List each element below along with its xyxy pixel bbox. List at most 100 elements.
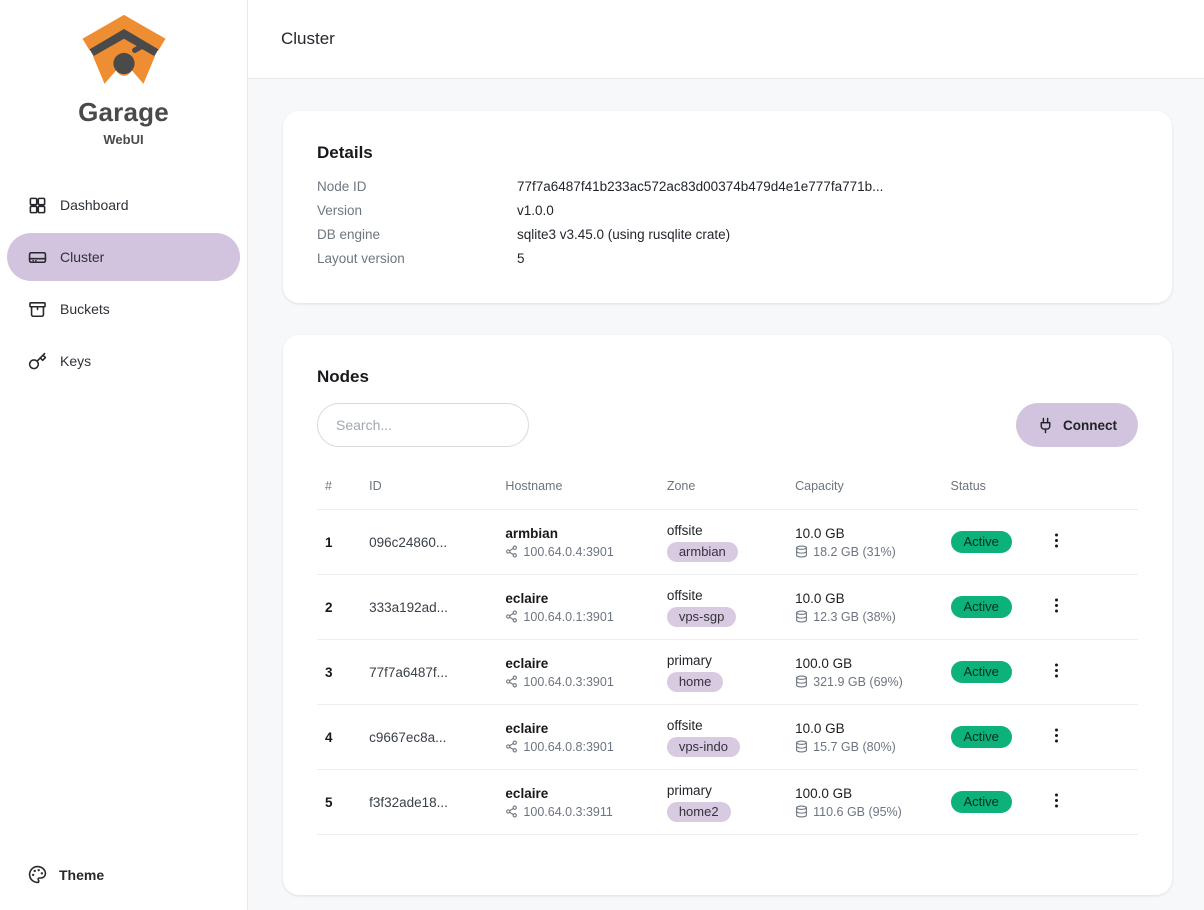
row-actions-menu-button[interactable] (1041, 787, 1072, 817)
sidebar-item-label: Dashboard (60, 197, 129, 213)
node-id: c9667ec8a... (361, 704, 498, 770)
sidebar-item-dashboard[interactable]: Dashboard (7, 181, 240, 229)
node-usage-line: 321.9 GB (69%) (795, 675, 942, 689)
column-header: # (317, 467, 362, 510)
row-actions-menu-button[interactable] (1041, 592, 1072, 622)
row-actions-menu-button[interactable] (1041, 657, 1072, 687)
node-zone-cell: primary home (658, 639, 788, 705)
node-capacity-cell: 100.0 GB 321.9 GB (69%) (787, 639, 943, 705)
sidebar-item-buckets[interactable]: Buckets (7, 285, 240, 333)
details-list: Node ID 77f7a6487f41b233ac572ac83d00374b4… (317, 175, 1138, 271)
node-address: 100.64.0.8:3901 (523, 739, 614, 754)
node-id: 096c24860... (361, 509, 498, 575)
node-capacity: 10.0 GB (795, 720, 845, 736)
node-status-cell: Active (942, 704, 1033, 770)
node-number: 5 (317, 769, 362, 835)
kebab-menu-icon (1054, 728, 1058, 743)
app-subtitle: WebUI (103, 132, 144, 147)
zone-tag-badge: vps-sgp (666, 606, 737, 627)
node-hostname: eclaire (505, 590, 549, 606)
node-capacity-cell: 10.0 GB 18.2 GB (31%) (787, 509, 943, 575)
node-address-line: 100.64.0.8:3901 (505, 740, 658, 754)
node-status-cell: Active (942, 639, 1033, 705)
node-hostname-cell: eclaire 100.64.0.1:3901 (497, 574, 659, 640)
column-header-actions (1032, 467, 1138, 510)
connect-label: Connect (1063, 417, 1117, 433)
share-network-icon (506, 675, 518, 688)
header-row: # ID Hostname Zone Capacity Status (317, 467, 1138, 510)
nodes-toolbar: Connect (317, 403, 1138, 447)
connect-button[interactable]: Connect (1016, 403, 1138, 447)
node-zone-cell: offsite armbian (658, 509, 788, 575)
node-usage: 321.9 GB (69%) (813, 674, 903, 689)
page-content: Details Node ID 77f7a6487f41b233ac572ac83… (248, 79, 1204, 910)
zone-tag-badge: home (666, 671, 724, 692)
node-address: 100.64.0.4:3901 (523, 544, 614, 559)
node-capacity: 10.0 GB (795, 590, 845, 606)
node-actions-cell (1032, 704, 1138, 770)
node-hostname: eclaire (505, 720, 549, 736)
node-actions-cell (1032, 639, 1138, 705)
sidebar-item-label: Cluster (60, 249, 105, 265)
node-capacity: 100.0 GB (795, 785, 853, 801)
node-capacity: 10.0 GB (795, 525, 845, 541)
column-header: Zone (658, 467, 788, 510)
app-title: Garage (78, 97, 169, 127)
status-badge: Active (950, 661, 1012, 683)
node-status-cell: Active (942, 769, 1033, 835)
details-card: Details Node ID 77f7a6487f41b233ac572ac83… (283, 111, 1172, 303)
node-address: 100.64.0.3:3911 (523, 804, 613, 819)
column-header: Status (942, 467, 1033, 510)
node-address-line: 100.64.0.3:3911 (505, 805, 658, 819)
row-actions-menu-button[interactable] (1041, 527, 1072, 557)
kebab-menu-icon (1054, 533, 1058, 548)
page-title: Cluster (281, 29, 335, 48)
theme-toggle-button[interactable]: Theme (0, 853, 247, 896)
theme-label: Theme (59, 866, 105, 883)
garage-logo-icon (81, 14, 166, 84)
node-usage-line: 18.2 GB (31%) (795, 545, 942, 559)
detail-label: Node ID (317, 179, 367, 194)
node-zone-cell: offsite vps-sgp (658, 574, 788, 640)
details-heading: Details (317, 143, 373, 162)
sidebar-item-label: Buckets (60, 301, 110, 317)
main-area: Cluster Details Node ID 77f7a6487f41b233a… (248, 0, 1204, 910)
node-address-line: 100.64.0.3:3901 (505, 675, 658, 689)
node-address-line: 100.64.0.1:3901 (505, 610, 658, 624)
detail-row: Node ID 77f7a6487f41b233ac572ac83d00374b4… (317, 175, 1138, 199)
database-icon (796, 740, 808, 753)
hard-drive-icon (28, 251, 47, 263)
node-hostname-cell: armbian 100.64.0.4:3901 (497, 509, 659, 575)
search-input[interactable] (317, 403, 529, 447)
node-address-line: 100.64.0.4:3901 (505, 545, 658, 559)
status-badge: Active (950, 531, 1012, 553)
detail-value: 77f7a6487f41b233ac572ac83d00374b479d4e1e… (517, 179, 884, 194)
status-badge: Active (950, 726, 1012, 748)
page-header: Cluster (248, 0, 1204, 79)
sidebar-item-keys[interactable]: Keys (7, 337, 240, 385)
node-usage: 12.3 GB (38%) (813, 609, 896, 624)
nodes-table-header: # ID Hostname Zone Capacity Status (317, 467, 1138, 510)
share-network-icon (506, 545, 518, 558)
node-zone-cell: primary home2 (658, 769, 788, 835)
table-row: 3 77f7a6487f... eclaire 100.64.0.3:3901 prim… (317, 639, 1138, 705)
share-network-icon (506, 740, 518, 753)
sidebar-item-cluster[interactable]: Cluster (7, 233, 240, 281)
palette-icon (28, 865, 47, 884)
status-badge: Active (950, 791, 1012, 813)
dashboard-grid-icon (29, 197, 46, 213)
node-hostname: eclaire (505, 655, 549, 671)
node-actions-cell (1032, 769, 1138, 835)
column-header: ID (361, 467, 498, 510)
node-zone: offsite (666, 587, 703, 603)
node-usage: 15.7 GB (80%) (813, 739, 896, 754)
nodes-card: Nodes Connect (283, 335, 1172, 895)
plug-icon (1040, 417, 1051, 433)
nodes-table: # ID Hostname Zone Capacity Status 1 096c24860… (317, 467, 1138, 835)
node-address: 100.64.0.1:3901 (523, 609, 614, 624)
node-number: 2 (317, 574, 362, 640)
detail-label: Layout version (317, 251, 405, 266)
detail-row: Layout version 5 (317, 247, 1138, 271)
row-actions-menu-button[interactable] (1041, 722, 1072, 752)
node-capacity: 100.0 GB (795, 655, 853, 671)
